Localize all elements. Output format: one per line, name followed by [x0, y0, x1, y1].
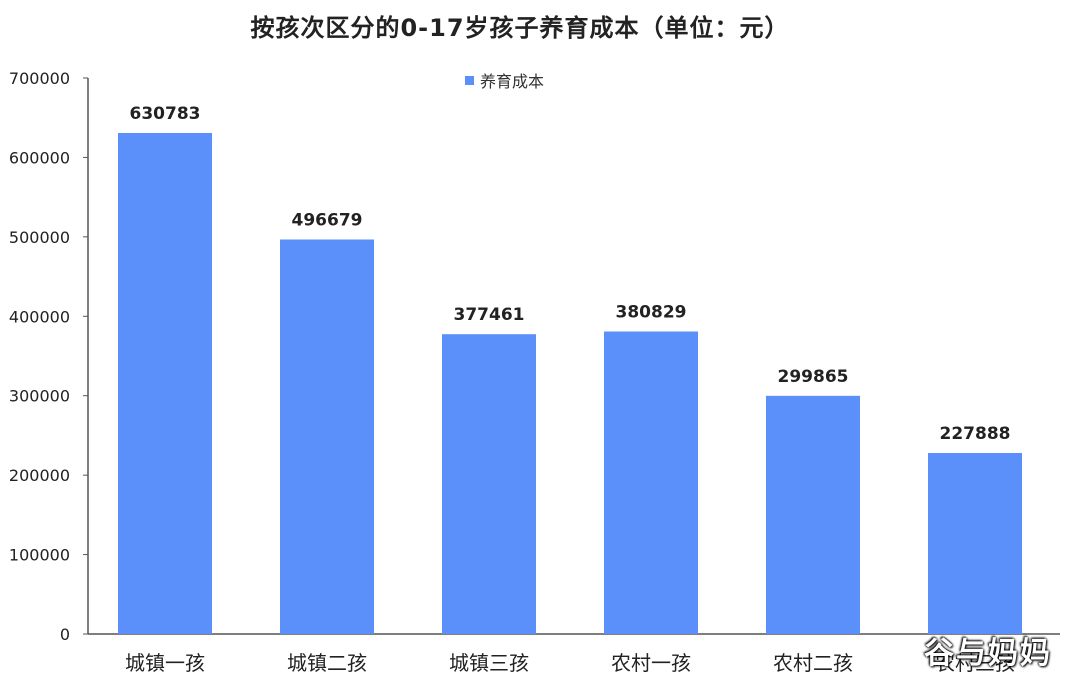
chart-title: 按孩次区分的0-17岁孩子养育成本（单位：元）	[250, 14, 790, 42]
y-tick-label: 0	[60, 625, 70, 644]
bar	[280, 239, 374, 634]
x-tick-label: 农村一孩	[611, 651, 691, 675]
y-tick-label: 400000	[9, 307, 70, 326]
data-label: 299865	[778, 367, 849, 387]
bar	[118, 132, 212, 634]
x-tick-label: 城镇二孩	[287, 651, 367, 675]
bar	[604, 331, 698, 634]
legend: 养育成本	[465, 68, 544, 92]
x-tick-label: 农村三孩	[935, 651, 1015, 675]
legend-swatch	[465, 75, 474, 85]
y-tick-label: 700000	[9, 69, 70, 88]
data-label: 227888	[940, 424, 1011, 444]
data-label: 377461	[454, 305, 525, 325]
watermark: 谷与妈妈	[924, 636, 1052, 671]
data-label: 496679	[292, 210, 363, 230]
y-tick-label: 300000	[9, 387, 70, 406]
x-tick-label: 城镇三孩	[449, 651, 529, 675]
bar	[928, 452, 1022, 634]
bar	[442, 334, 536, 634]
x-tick-label: 城镇一孩	[125, 651, 205, 675]
y-tick-label: 200000	[9, 466, 70, 485]
y-tick-label: 600000	[9, 148, 70, 167]
x-tick-label: 农村二孩	[773, 651, 853, 675]
data-label: 380829	[616, 303, 687, 323]
y-tick-label: 500000	[9, 228, 70, 247]
legend-label: 养育成本	[480, 72, 545, 91]
data-label: 630783	[130, 104, 201, 124]
y-tick-label: 100000	[9, 546, 70, 565]
bar	[766, 395, 860, 634]
